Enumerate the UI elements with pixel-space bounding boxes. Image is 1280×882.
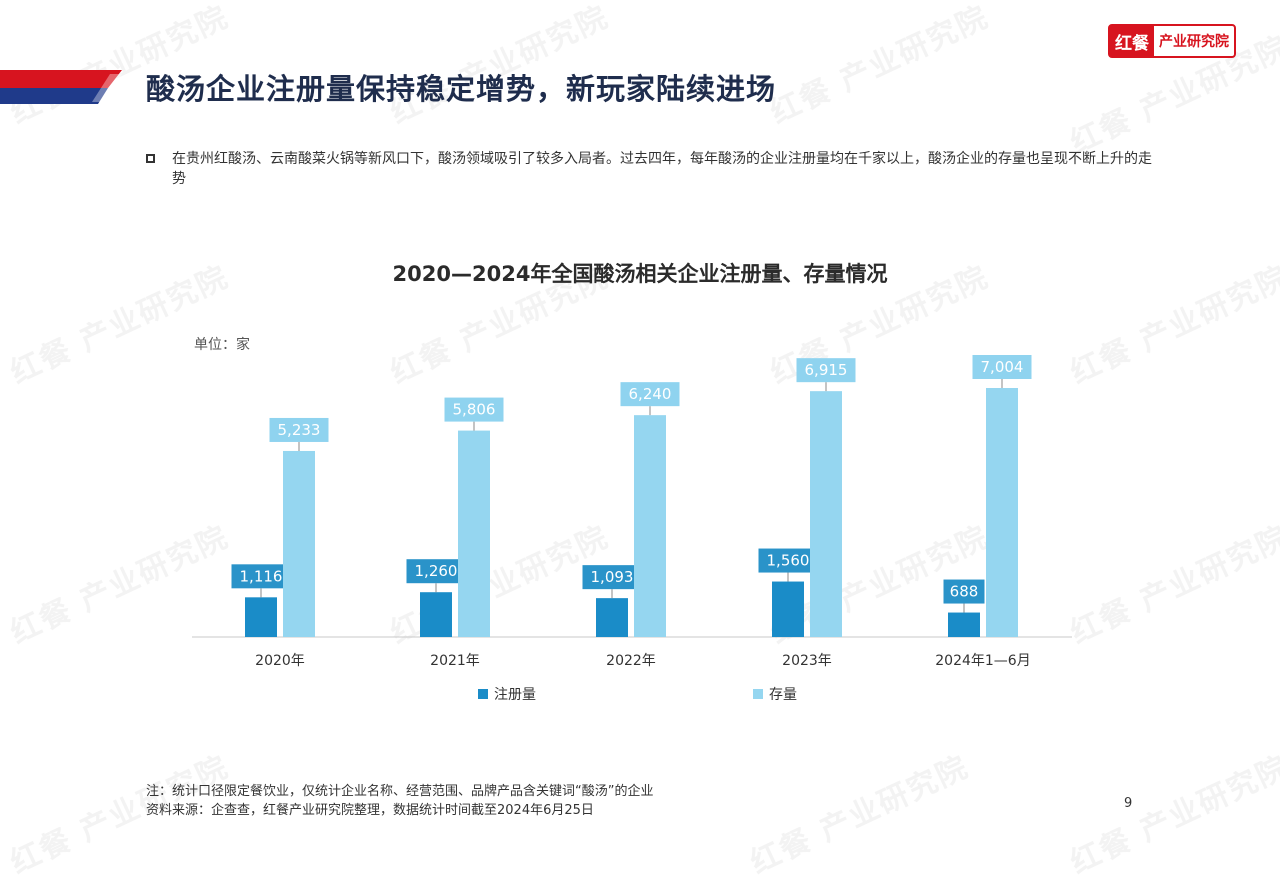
data-label: 7,004: [981, 358, 1024, 376]
legend-label: 存量: [769, 687, 797, 703]
data-label-box: [972, 355, 1032, 379]
bar-chart: 1,116 5,233 2020年 1,260 5,806 2021年 1,093 6,240…: [192, 355, 1072, 703]
data-label-box: [620, 382, 680, 407]
legend-swatch: [753, 689, 763, 699]
logo-mark: 红餐: [1110, 26, 1154, 56]
x-tick-label: 2022年: [606, 653, 656, 669]
bar-registration: [245, 597, 277, 637]
data-label-box: [231, 564, 291, 589]
data-label: 1,260: [415, 562, 458, 580]
data-label: 1,093: [591, 568, 634, 586]
data-label-box: [269, 417, 329, 442]
bar-stock: [283, 450, 315, 637]
chart-title: 2020—2024年全国酸汤相关企业注册量、存量情况: [392, 262, 888, 286]
data-label: 6,240: [629, 385, 672, 403]
legend-swatch: [478, 689, 488, 699]
bar-registration: [596, 598, 628, 637]
source-note: 资料来源：企查查，红餐产业研究院整理，数据统计时间截至2024年6月25日: [146, 803, 594, 818]
page-title: 酸汤企业注册量保持稳定增势，新玩家陆续进场: [146, 72, 777, 106]
unit-label: 单位：家: [194, 337, 250, 353]
page-number: 9: [1124, 796, 1133, 811]
data-label-box: [582, 565, 642, 590]
bar-stock: [810, 391, 842, 637]
legend-label: 注册量: [494, 687, 536, 703]
brand-logo: 红餐 产业研究院: [1108, 24, 1236, 58]
data-label-box: [444, 397, 504, 422]
x-tick-label: 2024年1—6月: [935, 653, 1030, 669]
data-label-box: [943, 579, 985, 604]
bar-stock: [458, 430, 490, 637]
data-label: 6,915: [805, 361, 848, 379]
x-tick-label: 2023年: [782, 653, 832, 669]
bar-registration: [420, 592, 452, 637]
data-label-box: [758, 548, 818, 573]
bar-stock: [986, 388, 1018, 637]
bar-registration: [948, 612, 980, 637]
data-label-box: [796, 358, 856, 383]
data-label: 1,560: [767, 552, 810, 570]
bar-registration: [772, 581, 804, 637]
data-label: 5,233: [278, 421, 321, 439]
header-stripe: [0, 70, 122, 104]
data-label: 1,116: [240, 567, 283, 585]
data-label: 5,806: [453, 401, 496, 419]
data-label: 688: [950, 583, 979, 601]
x-tick-label: 2020年: [255, 653, 305, 669]
logo-text: 产业研究院: [1159, 34, 1229, 50]
bar-stock: [634, 415, 666, 637]
footnote: 注：统计口径限定餐饮业，仅统计企业名称、经营范围、品牌产品含关键词“酸汤”的企业: [146, 784, 654, 799]
x-tick-label: 2021年: [430, 653, 480, 669]
bullet-square-icon: [146, 154, 155, 163]
data-label-box: [406, 559, 466, 584]
bullet-text: 在贵州红酸汤、云南酸菜火锅等新风口下，酸汤领域吸引了较多入局者。过去四年，每年酸…: [172, 151, 1152, 187]
